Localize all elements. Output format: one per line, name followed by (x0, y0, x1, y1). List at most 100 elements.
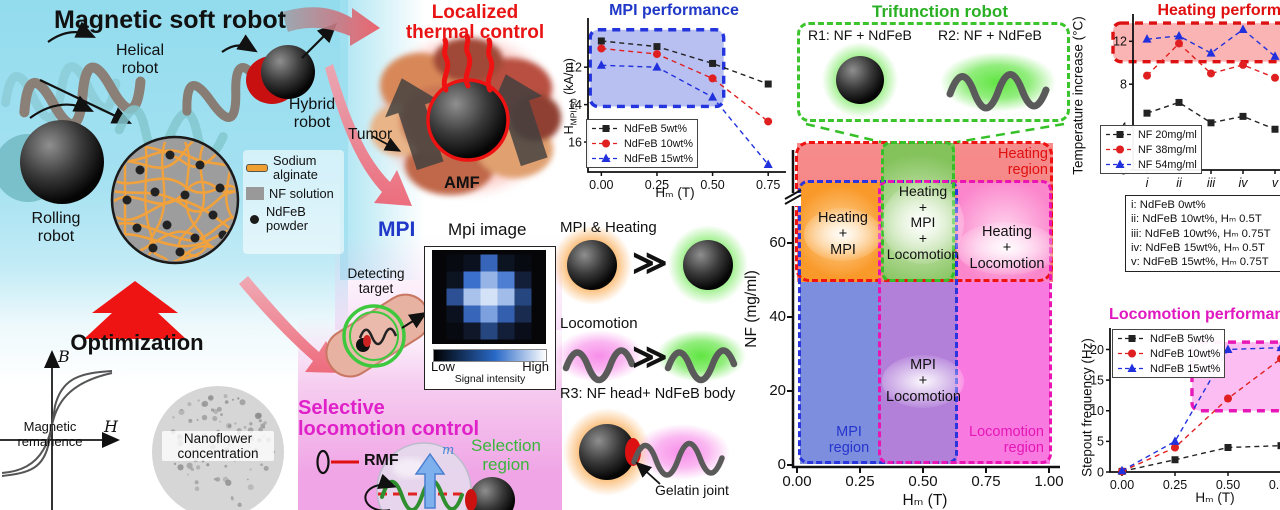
locomotion-chart-legend: NdFeB 5wt% NdFeB 10wt% NdFeB 15wt% (1112, 329, 1226, 378)
data-point-triangle (708, 92, 718, 101)
legend-label: NdFeB 10wt% (624, 137, 694, 150)
mpi-chart-legend: NdFeB 5wt% NdFeB 10wt% NdFeB 15wt% (586, 119, 699, 168)
y-tick-label: 8 (1120, 78, 1127, 92)
x-tick-label: 0.50 (700, 178, 724, 192)
chart1-svg: 12 14 16 0.00 0.25 0.50 0.75 (568, 18, 786, 192)
legend-item: NdFeB 5wt% (591, 121, 693, 136)
data-point-circle (597, 44, 606, 53)
mpi-image-title: Mpi image (448, 220, 527, 239)
signal-intensity-caption: Signal intensity (454, 373, 526, 385)
data-point-circle (602, 139, 610, 148)
selective-title: Selective locomotion control (298, 397, 480, 440)
mpi-image-panel: Low High Signal intensity (424, 246, 556, 390)
highlight-region (1111, 21, 1280, 64)
data-point-square (1128, 335, 1136, 342)
x-tick-label: 0.25 (1163, 478, 1187, 492)
legend-marker-icon (1106, 131, 1134, 138)
rmf-label: RMF (364, 452, 399, 469)
phase-x-tick-label: 0.50 (908, 473, 938, 490)
heating-mpi-label: Heating + MPI (804, 208, 882, 261)
nanoflower-label: Nanoflower concentration (162, 431, 274, 462)
heatmap-cell (514, 254, 532, 272)
signal-colorbar (433, 349, 547, 362)
data-point-square (1271, 125, 1279, 133)
data-point-square (1175, 98, 1183, 106)
series-line (1121, 358, 1280, 473)
figure-title: Magnetic soft robot (54, 6, 286, 34)
heatmap-cell (480, 322, 498, 340)
y-tick-label: 16 (568, 135, 582, 149)
heatmap-cell (463, 305, 481, 323)
data-point-square (653, 43, 661, 51)
heatmap-cell (446, 322, 464, 340)
data-point-triangle (601, 153, 611, 162)
heatmap-cell (514, 322, 532, 340)
legend-label: NF 20mg/ml (1138, 128, 1197, 141)
data-point-triangle (1276, 344, 1280, 352)
x-tick-label: 0.75 (1269, 478, 1280, 492)
legend-label: NF 38mg/ml (1138, 143, 1197, 156)
heatmap-cell (514, 305, 532, 323)
legend-marker-icon (1118, 335, 1146, 342)
locomotion-chart-ylabel: Stepout frequency (Hz) (1079, 338, 1095, 477)
heatmap-cell (497, 271, 515, 289)
x-tick-label: i (1146, 176, 1150, 190)
heatmap-cell (446, 254, 464, 272)
data-point-square (1143, 109, 1151, 117)
data-point-circle (652, 50, 661, 59)
heating-condition-note: i: NdFeB 0wt% ii: NdFeB 10wt%, Hₘ 0.5T i… (1125, 195, 1280, 273)
heatmap-cell (446, 305, 464, 323)
data-point-triangle (1206, 48, 1216, 57)
data-point-triangle (1170, 436, 1180, 445)
legend-marker-icon (1106, 159, 1134, 168)
x-tick-label: 0.50 (1216, 478, 1240, 492)
h-axis-label: H (104, 417, 118, 436)
data-point-circle (708, 74, 717, 83)
heatmap-cell (497, 288, 515, 306)
series-line (601, 64, 769, 165)
legend-item: NdFeB 10wt% (1117, 346, 1220, 361)
legend-label: NdFeB 15wt% (1150, 362, 1221, 375)
series-line (601, 47, 769, 123)
y-tick-label: 12 (568, 60, 582, 74)
legend-label: NdFeB 5wt% (624, 122, 688, 135)
optimization-label: Optimization (70, 330, 204, 355)
heatmap-cell (463, 288, 481, 306)
legend-marker-icon (592, 139, 620, 148)
axis-spines (587, 18, 786, 173)
heatmap-cell (463, 254, 481, 272)
helical-robot-label: Helical robot (115, 42, 164, 77)
chart3-svg: 0 5 10 15 20 0.00 0.25 0.50 0.75 (1090, 328, 1280, 492)
detecting-target-label: Detecting target (347, 266, 405, 297)
data-point-triangle (1270, 51, 1280, 60)
y-tick-label: 12 (1113, 35, 1127, 49)
heating-chart-ylabel: Temperature increase (°C) (1070, 16, 1086, 175)
data-point-triangle (1127, 363, 1137, 372)
ndfeb-powder-label: NdFeB powder (266, 203, 308, 234)
legend-label: NdFeB 15wt% (624, 152, 694, 165)
double-chevron-icon: ≫ (632, 338, 668, 376)
mpi-chart-ylabel: HMPI,50 (kA/m) (562, 16, 579, 176)
heating-chart-legend: NF 20mg/ml NF 38mg/ml NF 54mg/ml (1100, 125, 1202, 174)
magnetic-remanence-label: Magnetic remanence (17, 419, 83, 449)
data-point-circle (1223, 394, 1232, 403)
legend-item: NF 38mg/ml (1105, 142, 1197, 157)
heatmap-cell (497, 322, 515, 340)
mpi-chart-xlabel: Hₘ (T) (655, 185, 695, 200)
data-point-square (1207, 119, 1215, 127)
colorbar-high-label: High (522, 359, 549, 374)
mpi-region-label: MPI region (828, 424, 870, 457)
sodium-alginate-label: Sodium alginate (273, 153, 318, 183)
robot-in-tumor (426, 78, 510, 162)
data-point-circle (1143, 71, 1151, 80)
data-point-square (1239, 112, 1247, 120)
phase-xlabel: Hₘ (T) (902, 492, 948, 509)
mpi-label: MPI (378, 218, 416, 241)
r3-label: R3: NF head+ NdFeB body (560, 386, 736, 402)
phase-x-tick-label: 0.75 (971, 473, 1001, 490)
legend-item: NdFeB 10wt% (591, 136, 693, 151)
mpi-performance-chart: 12 14 16 0.00 0.25 0.50 0.75 (556, 0, 794, 200)
heat-flames-icon (441, 33, 495, 93)
data-point-square (1277, 442, 1280, 450)
